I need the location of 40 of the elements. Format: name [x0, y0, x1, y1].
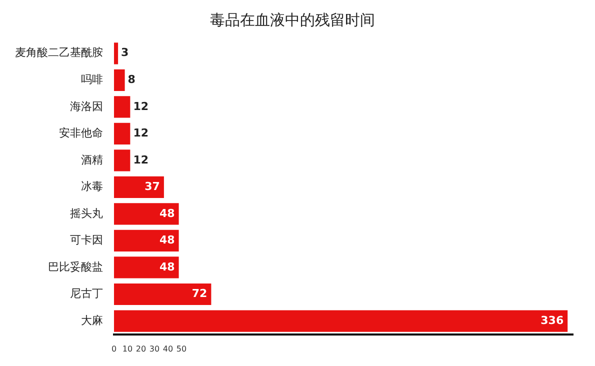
- x-tick-label: 0: [111, 344, 117, 354]
- data-label: 12: [133, 100, 149, 113]
- x-tick-label: 50: [176, 344, 187, 354]
- y-tick-label: 安非他命: [59, 126, 103, 140]
- bar: [114, 96, 130, 118]
- y-tick-label: 可卡因: [70, 234, 103, 247]
- data-label: 37: [144, 180, 160, 194]
- data-label: 336: [540, 314, 564, 327]
- data-label: 3: [121, 46, 129, 60]
- y-tick-label: 吗啡: [81, 73, 103, 86]
- chart-title: 毒品在血液中的残留时间: [210, 10, 375, 29]
- y-tick-label: 巴比妥酸盐: [48, 260, 103, 274]
- data-label: 48: [159, 206, 175, 220]
- x-tick-label: 40: [162, 344, 174, 354]
- data-label: 12: [133, 126, 149, 140]
- y-tick-label: 海洛因: [70, 100, 103, 113]
- bar: [114, 256, 179, 278]
- y-tick-label: 酒精: [81, 153, 103, 166]
- bar: [114, 230, 179, 252]
- x-tick-label: 20: [136, 344, 146, 354]
- data-label: 72: [192, 287, 208, 300]
- data-label: 48: [159, 234, 175, 247]
- x-tick-label: 10: [122, 344, 133, 354]
- data-label: 8: [128, 73, 136, 86]
- bar: [114, 203, 179, 225]
- y-tick-label: 大麻: [81, 314, 103, 327]
- x-tick-label: 30: [149, 344, 160, 354]
- bar: [114, 176, 164, 198]
- bar: [114, 42, 118, 64]
- data-label: 12: [133, 153, 149, 166]
- y-tick-label: 麦角酸二乙基酰胺: [15, 46, 103, 60]
- bar: [114, 69, 125, 91]
- y-tick-label: 冰毒: [81, 180, 103, 194]
- bar: [114, 150, 130, 172]
- y-tick-label: 尼古丁: [70, 287, 103, 300]
- bar: [114, 310, 568, 332]
- bar: [114, 122, 130, 144]
- y-tick-label: 摇头丸: [70, 206, 103, 220]
- bar: [114, 283, 212, 306]
- data-label: 48: [159, 260, 175, 274]
